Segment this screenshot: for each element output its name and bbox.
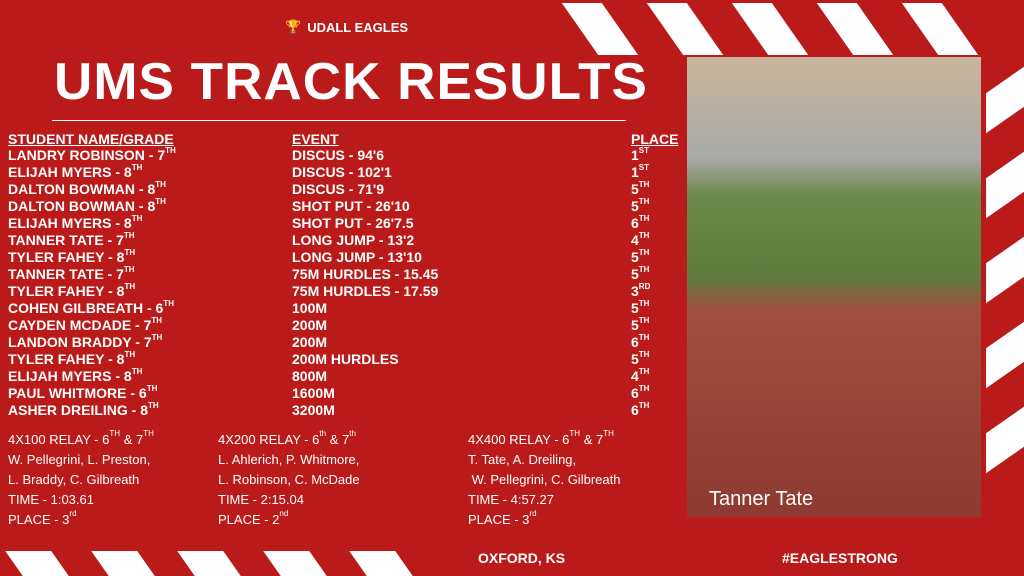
relay-team: T. Tate, A. Dreiling, [468,452,577,467]
relay-team: W. Pellegrini, L. Preston, [8,452,151,467]
student-name: TANNER TATE - 7TH [8,231,135,249]
student-name: COHEN GILBREATH - 6TH [8,299,174,317]
student-name: ASHER DREILING - 8TH [8,401,159,419]
student-name: PAUL WHITMORE - 6TH [8,384,158,402]
relay-team: L. Robinson, C. McDade [218,472,360,487]
header-event: EVENT [292,131,339,147]
event: SHOT PUT - 26'7.5 [292,215,414,231]
relay-place: PLACE - 3rd [468,509,537,528]
place: 5TH [631,299,650,317]
event: 200M [292,334,328,350]
relay-title: 4X400 RELAY - 6TH & 7TH [468,429,614,448]
student-name: TYLER FAHEY - 8TH [8,248,136,266]
place: 1ST [631,146,650,164]
relay-block: 4X100 RELAY - 6TH & 7TH W. Pellegrini, L… [8,430,154,530]
header-name: STUDENT NAME/GRADE [8,131,174,147]
relay-time: TIME - 4:57.27 [468,492,554,507]
hashtag: #EAGLESTRONG [782,550,898,566]
location: OXFORD, KS [478,550,566,566]
place: 5TH [631,248,650,266]
place: 1ST [631,163,650,181]
athlete-photo: Tanner Tate [687,57,981,517]
event: DISCUS - 94'6 [292,147,385,163]
trophy-icon: 🏆 [285,19,302,34]
place: 5TH [631,350,650,368]
page-title: UMS TRACK RESULTS [54,53,648,111]
relay-title: 4X100 RELAY - 6TH & 7TH [8,429,154,448]
student-name: ELIJAH MYERS - 8TH [8,367,143,385]
place: 5TH [631,265,650,283]
place: 4TH [631,231,650,249]
event: 1600M [292,385,335,401]
place: 6TH [631,214,650,232]
student-name: LANDRY ROBINSON - 7TH [8,146,176,164]
place: 6TH [631,401,650,419]
student-name: LANDON BRADDY - 7TH [8,333,163,351]
event: 200M [292,317,328,333]
place: 5TH [631,197,650,215]
divider [52,120,626,121]
relay-title: 4X200 RELAY - 6th & 7th [218,429,356,448]
place: 4TH [631,367,650,385]
place: 6TH [631,333,650,351]
place: 5TH [631,180,650,198]
event: 75M HURDLES - 15.45 [292,266,439,282]
student-name: TANNER TATE - 7TH [8,265,135,283]
relay-team: W. Pellegrini, C. Gilbreath [468,472,621,487]
relay-time: TIME - 1:03.61 [8,492,94,507]
relay-block: 4X400 RELAY - 6TH & 7TH T. Tate, A. Drei… [468,430,620,530]
relay-team: L. Ahlerich, P. Whitmore, [218,452,360,467]
brand-name: UDALL EAGLES [307,19,409,35]
relay-place: PLACE - 3rd [8,509,77,528]
header-place: PLACE [631,131,679,147]
relay-block: 4X200 RELAY - 6th & 7th L. Ahlerich, P. … [218,430,360,530]
student-name: DALTON BOWMAN - 8TH [8,180,166,198]
place: 6TH [631,384,650,402]
event: 3200M [292,402,335,418]
event: 800M [292,368,328,384]
student-name: TYLER FAHEY - 8TH [8,282,136,300]
event: DISCUS - 102'1 [292,164,392,180]
event: 75M HURDLES - 17.59 [292,283,439,299]
place: 5TH [631,316,650,334]
student-name: TYLER FAHEY - 8TH [8,350,136,368]
place: 3RD [631,282,651,300]
student-name: DALTON BOWMAN - 8TH [8,197,166,215]
photo-caption: Tanner Tate [709,488,814,510]
event: LONG JUMP - 13'10 [292,249,422,265]
relay-team: L. Braddy, C. Gilbreath [8,472,140,487]
student-name: ELIJAH MYERS - 8TH [8,214,143,232]
event: SHOT PUT - 26'10 [292,198,410,214]
event: LONG JUMP - 13'2 [292,232,415,248]
relay-time: TIME - 2:15.04 [218,492,304,507]
event: DISCUS - 71'9 [292,181,385,197]
relay-place: PLACE - 2nd [218,509,289,528]
event: 100M [292,300,328,316]
student-name: CAYDEN MCDADE - 7TH [8,316,163,334]
student-name: ELIJAH MYERS - 8TH [8,163,143,181]
event: 200M HURDLES [292,351,399,367]
brand: 🏆 UDALL EAGLES [285,19,408,35]
